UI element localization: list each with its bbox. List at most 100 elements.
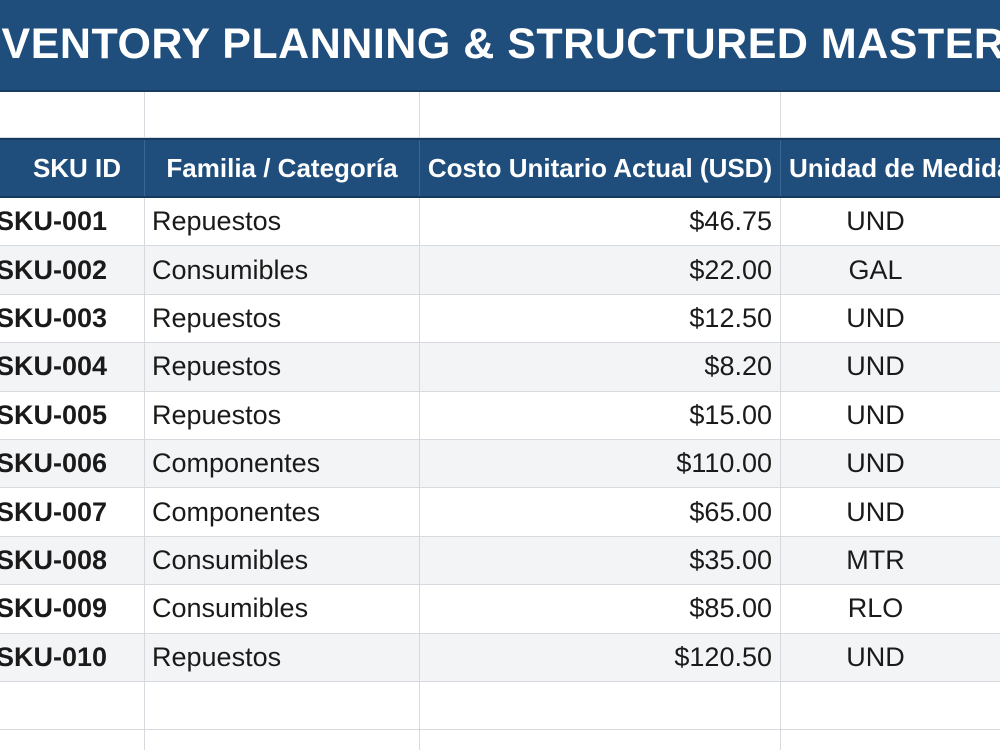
unidad-cell-text: UND (846, 399, 905, 430)
costo-cell[interactable]: $46.75 (420, 198, 781, 246)
sku-cell-text: SKU-009 (0, 593, 108, 624)
empty-row[interactable] (0, 730, 1000, 750)
table-row[interactable]: SKU-003 Repuestos $12.50 UND (0, 294, 1000, 344)
table-row[interactable]: SKU-006 Componentes $110.00 UND (0, 440, 1000, 489)
unidad-cell-text: MTR (846, 544, 905, 575)
familia-cell-text: Repuestos (152, 351, 282, 382)
familia-cell-text: Consumibles (152, 593, 309, 624)
unidad-cell[interactable]: GAL (781, 246, 1000, 293)
sku-cell[interactable]: SKU-010 (0, 633, 145, 681)
sku-cell-text: SKU-007 (0, 496, 108, 527)
grid-cell[interactable] (145, 730, 420, 750)
costo-cell-text: $65.00 (689, 496, 772, 527)
header-sku-id[interactable]: SKU ID (0, 140, 145, 196)
sheet-title: NVENTORY PLANNING & STRUCTURED MASTER DA… (0, 20, 1000, 68)
grid-cell[interactable] (145, 682, 420, 730)
unidad-cell[interactable]: UND (781, 343, 1000, 390)
grid-cell[interactable] (145, 92, 420, 137)
unidad-cell[interactable]: UND (781, 440, 1000, 487)
unidad-cell[interactable]: UND (781, 198, 1000, 245)
sku-cell-text: SKU-008 (0, 544, 108, 575)
familia-cell[interactable]: Componentes (145, 440, 420, 488)
familia-cell[interactable]: Consumibles (145, 246, 420, 294)
costo-cell[interactable]: $65.00 (420, 488, 781, 536)
unidad-cell[interactable]: UND (781, 488, 1000, 535)
sku-cell-text: SKU-003 (0, 302, 108, 333)
header-costo-unitario[interactable]: Costo Unitario Actual (USD) (420, 140, 781, 196)
table-row[interactable]: SKU-005 Repuestos $15.00 UND (0, 391, 1000, 440)
familia-cell[interactable]: Repuestos (145, 343, 420, 391)
unidad-cell-text: GAL (848, 254, 903, 285)
unidad-cell[interactable]: UND (781, 392, 1000, 439)
familia-cell[interactable]: Repuestos (145, 391, 420, 439)
unidad-cell[interactable]: RLO (781, 585, 1000, 632)
sku-cell[interactable]: SKU-005 (0, 391, 145, 439)
sku-cell[interactable]: SKU-007 (0, 488, 145, 536)
sku-cell[interactable]: SKU-003 (0, 294, 145, 343)
header-familia-categoria[interactable]: Familia / Categoría (145, 140, 420, 196)
unidad-cell[interactable]: UND (781, 295, 1000, 342)
sku-cell-text: SKU-006 (0, 448, 108, 479)
sku-cell[interactable]: SKU-004 (0, 343, 145, 391)
table-header-row: SKU ID Familia / Categoría Costo Unitari… (0, 138, 1000, 198)
sku-cell[interactable]: SKU-001 (0, 198, 145, 246)
grid-cell[interactable] (781, 92, 1000, 137)
table-row[interactable]: SKU-007 Componentes $65.00 UND (0, 488, 1000, 537)
familia-cell[interactable]: Repuestos (145, 198, 420, 246)
table-row[interactable]: SKU-010 Repuestos $120.50 UND (0, 633, 1000, 682)
familia-cell[interactable]: Repuestos (145, 633, 420, 681)
grid-cell[interactable] (0, 92, 145, 137)
familia-cell-text: Componentes (152, 496, 321, 527)
sku-cell[interactable]: SKU-008 (0, 536, 145, 585)
grid-cell[interactable] (781, 682, 1000, 729)
familia-cell-text: Repuestos (152, 302, 282, 333)
sku-cell-text: SKU-005 (0, 399, 108, 430)
unidad-cell-text: UND (846, 302, 905, 333)
table-row[interactable]: SKU-001 Repuestos $46.75 UND (0, 198, 1000, 247)
costo-cell[interactable]: $12.50 (420, 294, 781, 343)
costo-cell[interactable]: $15.00 (420, 391, 781, 439)
costo-cell[interactable]: $85.00 (420, 585, 781, 633)
familia-cell[interactable]: Consumibles (145, 585, 420, 633)
empty-row[interactable] (0, 682, 1000, 731)
sku-cell[interactable]: SKU-006 (0, 440, 145, 488)
costo-cell-text: $120.50 (674, 641, 772, 672)
familia-cell[interactable]: Componentes (145, 488, 420, 536)
empty-row[interactable] (0, 92, 1000, 138)
title-banner: NVENTORY PLANNING & STRUCTURED MASTER DA… (0, 0, 1000, 92)
costo-cell-text: $110.00 (676, 448, 772, 479)
costo-cell[interactable]: $22.00 (420, 246, 781, 294)
unidad-cell-text: UND (846, 206, 905, 237)
header-unidad-medida[interactable]: Unidad de Medida (789, 152, 1000, 183)
table-row[interactable]: SKU-009 Consumibles $85.00 RLO (0, 585, 1000, 634)
grid-cell[interactable] (420, 682, 781, 730)
sku-cell[interactable]: SKU-009 (0, 585, 145, 633)
familia-cell[interactable]: Consumibles (145, 536, 420, 585)
grid-cell[interactable] (420, 92, 781, 137)
familia-cell[interactable]: Repuestos (145, 294, 420, 343)
table-row[interactable]: SKU-002 Consumibles $22.00 GAL (0, 246, 1000, 295)
costo-cell[interactable]: $35.00 (420, 536, 781, 585)
familia-cell-text: Consumibles (152, 254, 309, 285)
sku-cell-text: SKU-004 (0, 351, 108, 382)
familia-cell-text: Repuestos (152, 641, 282, 672)
table-row[interactable]: SKU-004 Repuestos $8.20 UND (0, 343, 1000, 392)
costo-cell[interactable]: $8.20 (420, 343, 781, 391)
table-row[interactable]: SKU-008 Consumibles $35.00 MTR (0, 536, 1000, 586)
costo-cell-text: $85.00 (689, 593, 772, 624)
unidad-cell[interactable]: UND (781, 634, 1000, 681)
costo-cell-text: $35.00 (689, 544, 772, 575)
grid-cell[interactable] (781, 730, 1000, 750)
familia-cell-text: Consumibles (152, 544, 309, 575)
unidad-cell-text: UND (846, 496, 905, 527)
costo-cell[interactable]: $120.50 (420, 633, 781, 681)
grid-cell[interactable] (420, 730, 781, 750)
grid-cell[interactable] (0, 730, 145, 750)
unidad-cell[interactable]: MTR (781, 537, 1000, 584)
costo-cell[interactable]: $110.00 (420, 440, 781, 488)
familia-cell-text: Repuestos (152, 206, 282, 237)
grid-cell[interactable] (0, 682, 145, 730)
familia-cell-text: Componentes (152, 448, 321, 479)
sku-cell[interactable]: SKU-002 (0, 246, 145, 294)
